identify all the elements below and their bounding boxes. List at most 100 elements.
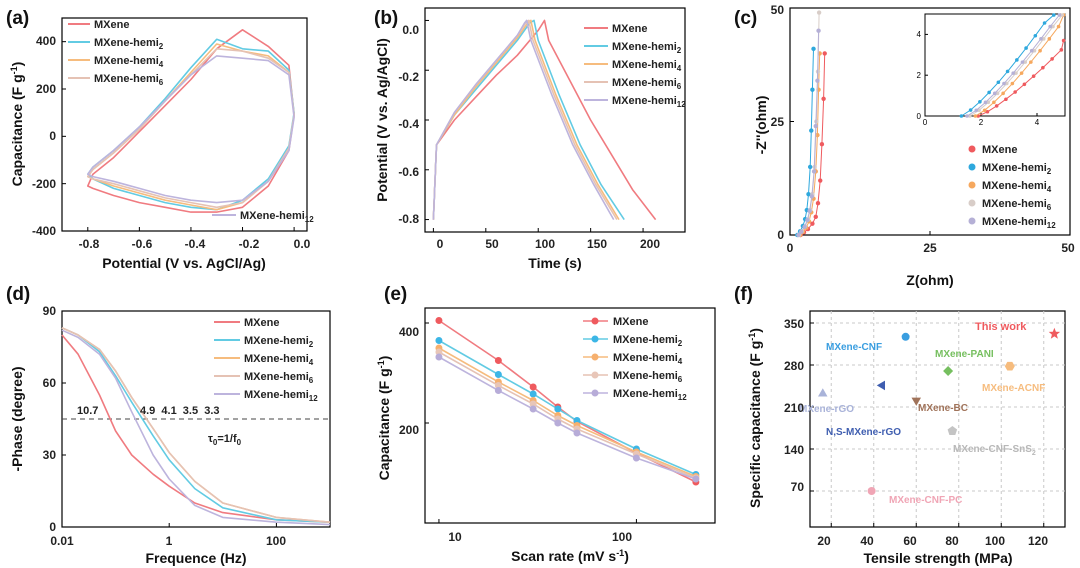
nyquist-point: [816, 10, 822, 15]
gcd-curve-mxene-hemi6: [432, 19, 618, 221]
panel-f-xtick: 100: [985, 534, 1005, 548]
panel-c-ytick: 50: [771, 3, 785, 17]
panel-b-xlabel: Time (s): [528, 255, 581, 271]
panel-c-inset: 0 2 4 0 2 4: [917, 13, 1066, 127]
nyquist-point: [805, 217, 810, 223]
nyquist-line-mxene-hemi12: [798, 30, 820, 236]
panel-e-legend: MXene MXene-hemi2 MXene-hemi4 MXene-hemi…: [583, 316, 687, 402]
gcd-curve-mxene-hemi12: [432, 19, 615, 220]
nyquist-point: [796, 232, 801, 238]
gcd-curve-mxene: [432, 19, 657, 221]
panel-e-yticks: 200 400: [399, 325, 419, 437]
panel-a-xlabel: Potential (V vs. AgCl/Ag): [102, 255, 266, 271]
nyquist-point: [807, 164, 813, 170]
inset-point: [987, 90, 991, 95]
panel-d-formula: τ0=1/f0: [208, 433, 242, 447]
panel-a-xtick: 0.0: [294, 237, 311, 251]
panel-a-ytick: -400: [32, 224, 56, 238]
panel-d-xtick: 1: [166, 534, 173, 548]
nyquist-point: [810, 87, 815, 92]
label-this-work: This work: [975, 321, 1027, 333]
panel-f-grid: [810, 311, 1065, 527]
panel-f-xtick: 20: [817, 534, 831, 548]
panel-b-ytick: -0.2: [398, 70, 419, 84]
panel-e-xtick: 100: [612, 530, 632, 544]
panel-a-yticks: -400 -200 0 200 400: [32, 34, 56, 238]
panel-c-legend: MXene MXene-hemi2 MXene-hemi4 MXene-hemi…: [968, 144, 1056, 230]
panel-b-ytick: -0.4: [398, 117, 419, 131]
inset-point: [1014, 71, 1018, 75]
inset-point: [1060, 13, 1064, 17]
legend-label: MXene: [982, 144, 1017, 156]
inset-point: [978, 100, 982, 104]
panel-f-xtick: 60: [903, 534, 917, 548]
panel-a-xticks: -0.8 -0.6 -0.4 -0.2 0.0: [79, 237, 311, 251]
panel-d: (d) 10.7 4.9 4.1 3.5 3.3 τ0=1/f0 0.01 1 …: [6, 284, 331, 566]
inset-point: [1019, 71, 1024, 75]
rate-point: [494, 387, 502, 394]
legend-label: MXene: [613, 316, 648, 328]
legend-marker: [968, 217, 976, 225]
panel-d-annotation: 10.7: [77, 405, 98, 417]
panel-a-frame: [61, 17, 308, 232]
panel-c: (c) 0 2 4 0 2 4 0 25 50 0 25 50 Z(ohm) -…: [734, 3, 1075, 288]
panel-e-frame: [424, 307, 716, 524]
inset-point: [1013, 90, 1017, 94]
panel-a-ytick: 400: [36, 34, 56, 48]
gcd-curve-mxene-hemi2: [432, 19, 625, 221]
inset-point: [1001, 91, 1005, 96]
legend-label: MXene-hemi2: [982, 162, 1052, 176]
rate-point: [435, 348, 443, 356]
panel-d-label: (d): [6, 284, 30, 305]
panel-b-ytick: 0.0: [402, 23, 419, 37]
panel-c-xtick: 50: [1061, 241, 1075, 255]
rate-point: [435, 353, 443, 361]
panel-f-ylabel: Specific capacitance (F g-1): [747, 328, 763, 508]
marker-mxene-cnf-sns2: [947, 426, 958, 435]
inset-point: [996, 80, 1001, 85]
inset-point: [968, 108, 973, 112]
panel-e-ylabel: Capacitance (F g-1): [376, 356, 392, 481]
legend-label: MXene-hemi2: [612, 41, 682, 55]
inset-point: [1038, 48, 1042, 53]
marker-mxene-cnf: [901, 332, 910, 341]
legend-marker: [591, 353, 599, 361]
legend-marker: [591, 389, 599, 397]
panel-a-xtick: -0.6: [132, 237, 153, 251]
panel-d-xlabel: Frequence (Hz): [145, 550, 246, 566]
nyquist-point: [821, 96, 826, 102]
phase-curve-mxene-hemi12: [61, 329, 331, 526]
legend-marker: [968, 181, 976, 189]
legend-marker: [591, 371, 599, 379]
legend-label: MXene-hemi2: [244, 335, 314, 349]
phase-curve-mxene-hemi2: [61, 327, 331, 523]
panel-d-ytick: 30: [43, 448, 57, 462]
panel-b-xtick: 0: [437, 237, 444, 251]
label-mxene-cnf: MXene-CNF: [826, 342, 882, 353]
nyquist-point: [813, 123, 818, 129]
inset-point: [973, 114, 978, 118]
inset-point: [992, 91, 997, 96]
panel-f-points: [818, 327, 1061, 495]
legend-label: MXene-hemi4: [244, 353, 314, 367]
nyquist-point: [815, 78, 820, 83]
panel-c-points: [789, 7, 1071, 238]
nyquist-point: [818, 178, 823, 183]
panel-a-xtick: -0.4: [185, 237, 206, 251]
panel-c-inset-xtick: 0: [923, 118, 928, 127]
inset-point: [1031, 74, 1036, 78]
panel-c-inset-ytick: 4: [917, 30, 922, 39]
panel-c-xlabel: Z(ohm): [906, 272, 953, 288]
inset-point: [1032, 48, 1037, 53]
panel-b-curves: [425, 19, 657, 232]
panel-e: (e) 10 100 200 400 Scan rate (mV s-1) Ca…: [376, 284, 716, 564]
panel-b-xtick: 100: [535, 237, 555, 251]
panel-e-series: [425, 317, 700, 523]
rate-point: [494, 382, 502, 389]
panel-c-ylabel: -Z''(ohm): [753, 96, 769, 155]
legend-label: MXene-hemi4: [982, 180, 1052, 194]
rate-point: [554, 419, 562, 427]
rate-point: [529, 390, 537, 398]
rate-point: [529, 383, 537, 391]
inset-point: [1047, 37, 1052, 41]
